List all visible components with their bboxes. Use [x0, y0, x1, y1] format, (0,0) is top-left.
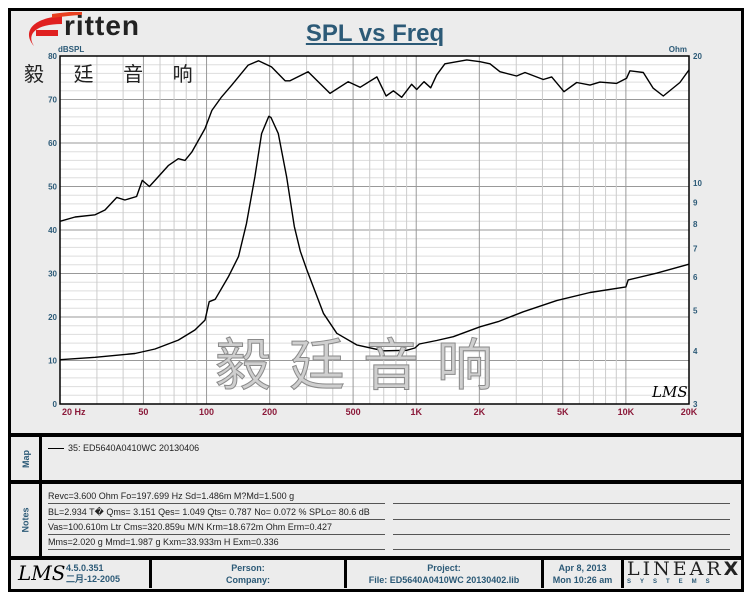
logo-word: ritten [64, 10, 140, 41]
right-tick-label: 6 [693, 273, 698, 282]
divider [8, 556, 744, 560]
date: Apr 8, 2013 [558, 563, 607, 573]
left-tick-label: 70 [48, 96, 57, 105]
watermark: 毅廷音响 [215, 334, 511, 397]
notes-section-label: Notes [20, 507, 31, 533]
x-tick-label: 500 [346, 407, 361, 417]
map-entry: 35: ED5640A0410WC 20130406 [48, 443, 199, 453]
time: Mon 10:26 am [552, 575, 613, 585]
lms-logo: LMS [18, 561, 66, 585]
date-cell: Apr 8, 2013 Mon 10:26 am [544, 560, 621, 588]
note-line-blank [393, 537, 730, 550]
project-label: Project: [427, 563, 461, 573]
company-label: Company: [225, 575, 270, 585]
person-cell: Person: Company: [152, 560, 344, 588]
plot-border [59, 55, 690, 405]
impedance-curve [59, 115, 690, 361]
divider [344, 558, 347, 588]
right-tick-label: 4 [693, 347, 698, 356]
x-tick-label: 200 [262, 407, 277, 417]
left-tick-label: 60 [48, 139, 57, 148]
left-tick-label: 30 [48, 270, 57, 279]
plot-lms-logo: LMS [652, 383, 688, 401]
left-tick-label: 40 [48, 226, 57, 235]
right-axis-label: Ohm [669, 45, 687, 54]
divider [8, 480, 744, 484]
right-tick-label: 7 [693, 245, 698, 254]
x-tick-label: 1K [410, 407, 422, 417]
note-line: Vas=100.610m Ltr Cms=320.859u M/N Krm=18… [48, 522, 385, 535]
divider [621, 558, 624, 588]
chart-title: SPL vs Freq [305, 20, 445, 47]
left-tick-label: 10 [48, 357, 57, 366]
left-tick-label: 20 [48, 313, 57, 322]
note-line: Revc=3.600 Ohm Fo=197.699 Hz Sd=1.486m M… [48, 491, 385, 504]
x-tick-label: 10K [618, 407, 635, 417]
logo-swoosh-icon [29, 12, 82, 46]
file-label: File: ED5640A0410WC 20130402.lib [368, 575, 520, 585]
left-tick-label: 0 [53, 400, 58, 409]
right-tick-label: 5 [693, 306, 698, 315]
divider [39, 436, 42, 556]
right-tick-label: 9 [693, 198, 698, 207]
eritten-logo: ritten 毅 廷 音 响 [22, 10, 193, 88]
x-tick-label: 20 Hz [62, 407, 86, 417]
spl-impedance-chart: 20 Hz 50 100 200 500 1K 2K 5K 10K 20K 0 10 20 30 40 50 6… [48, 45, 702, 417]
divider [8, 433, 744, 437]
linearx-logo: LINEARX SYSTEMS [627, 558, 742, 586]
left-tick-label: 50 [48, 183, 57, 192]
x-tick-label: 5K [557, 407, 569, 417]
logo-chinese: 毅 廷 音 响 [24, 64, 205, 86]
right-tick-label: 10 [693, 179, 702, 188]
note-line-blank [393, 507, 730, 520]
note-line: Mms=2.020 g Mmd=1.987 g Kxm=33.933m H Ex… [48, 537, 385, 550]
right-tick-label: 3 [693, 400, 698, 409]
project-cell: Project: File: ED5640A0410WC 20130402.lib [347, 560, 541, 588]
build-date: 二月-12-2005 [66, 574, 121, 584]
right-tick-label: 20 [693, 52, 702, 61]
divider [149, 558, 152, 588]
map-section-label: Map [20, 449, 31, 468]
legend-line-icon [48, 448, 64, 450]
version-info: 4.5.0.351 二月-12-2005 [66, 563, 120, 585]
person-label: Person: [231, 563, 265, 573]
left-axis-label: dBSPL [58, 45, 84, 54]
note-line: BL=2.934 T� Qms= 3.151 Qes= 1.049 Qts= 0… [48, 507, 385, 520]
version: 4.5.0.351 [66, 563, 104, 573]
map-entry-text: 35: ED5640A0410WC 20130406 [68, 443, 200, 453]
right-tick-label: 8 [693, 220, 698, 229]
note-line-blank [393, 491, 730, 504]
left-tick-label: 80 [48, 52, 57, 61]
x-tick-label: 100 [199, 407, 214, 417]
note-line-blank [393, 522, 730, 535]
x-tick-label: 2K [474, 407, 486, 417]
x-tick-label: 50 [138, 407, 148, 417]
divider [541, 558, 544, 588]
spl-curve [59, 59, 690, 222]
x-tick-label: 20K [681, 407, 698, 417]
